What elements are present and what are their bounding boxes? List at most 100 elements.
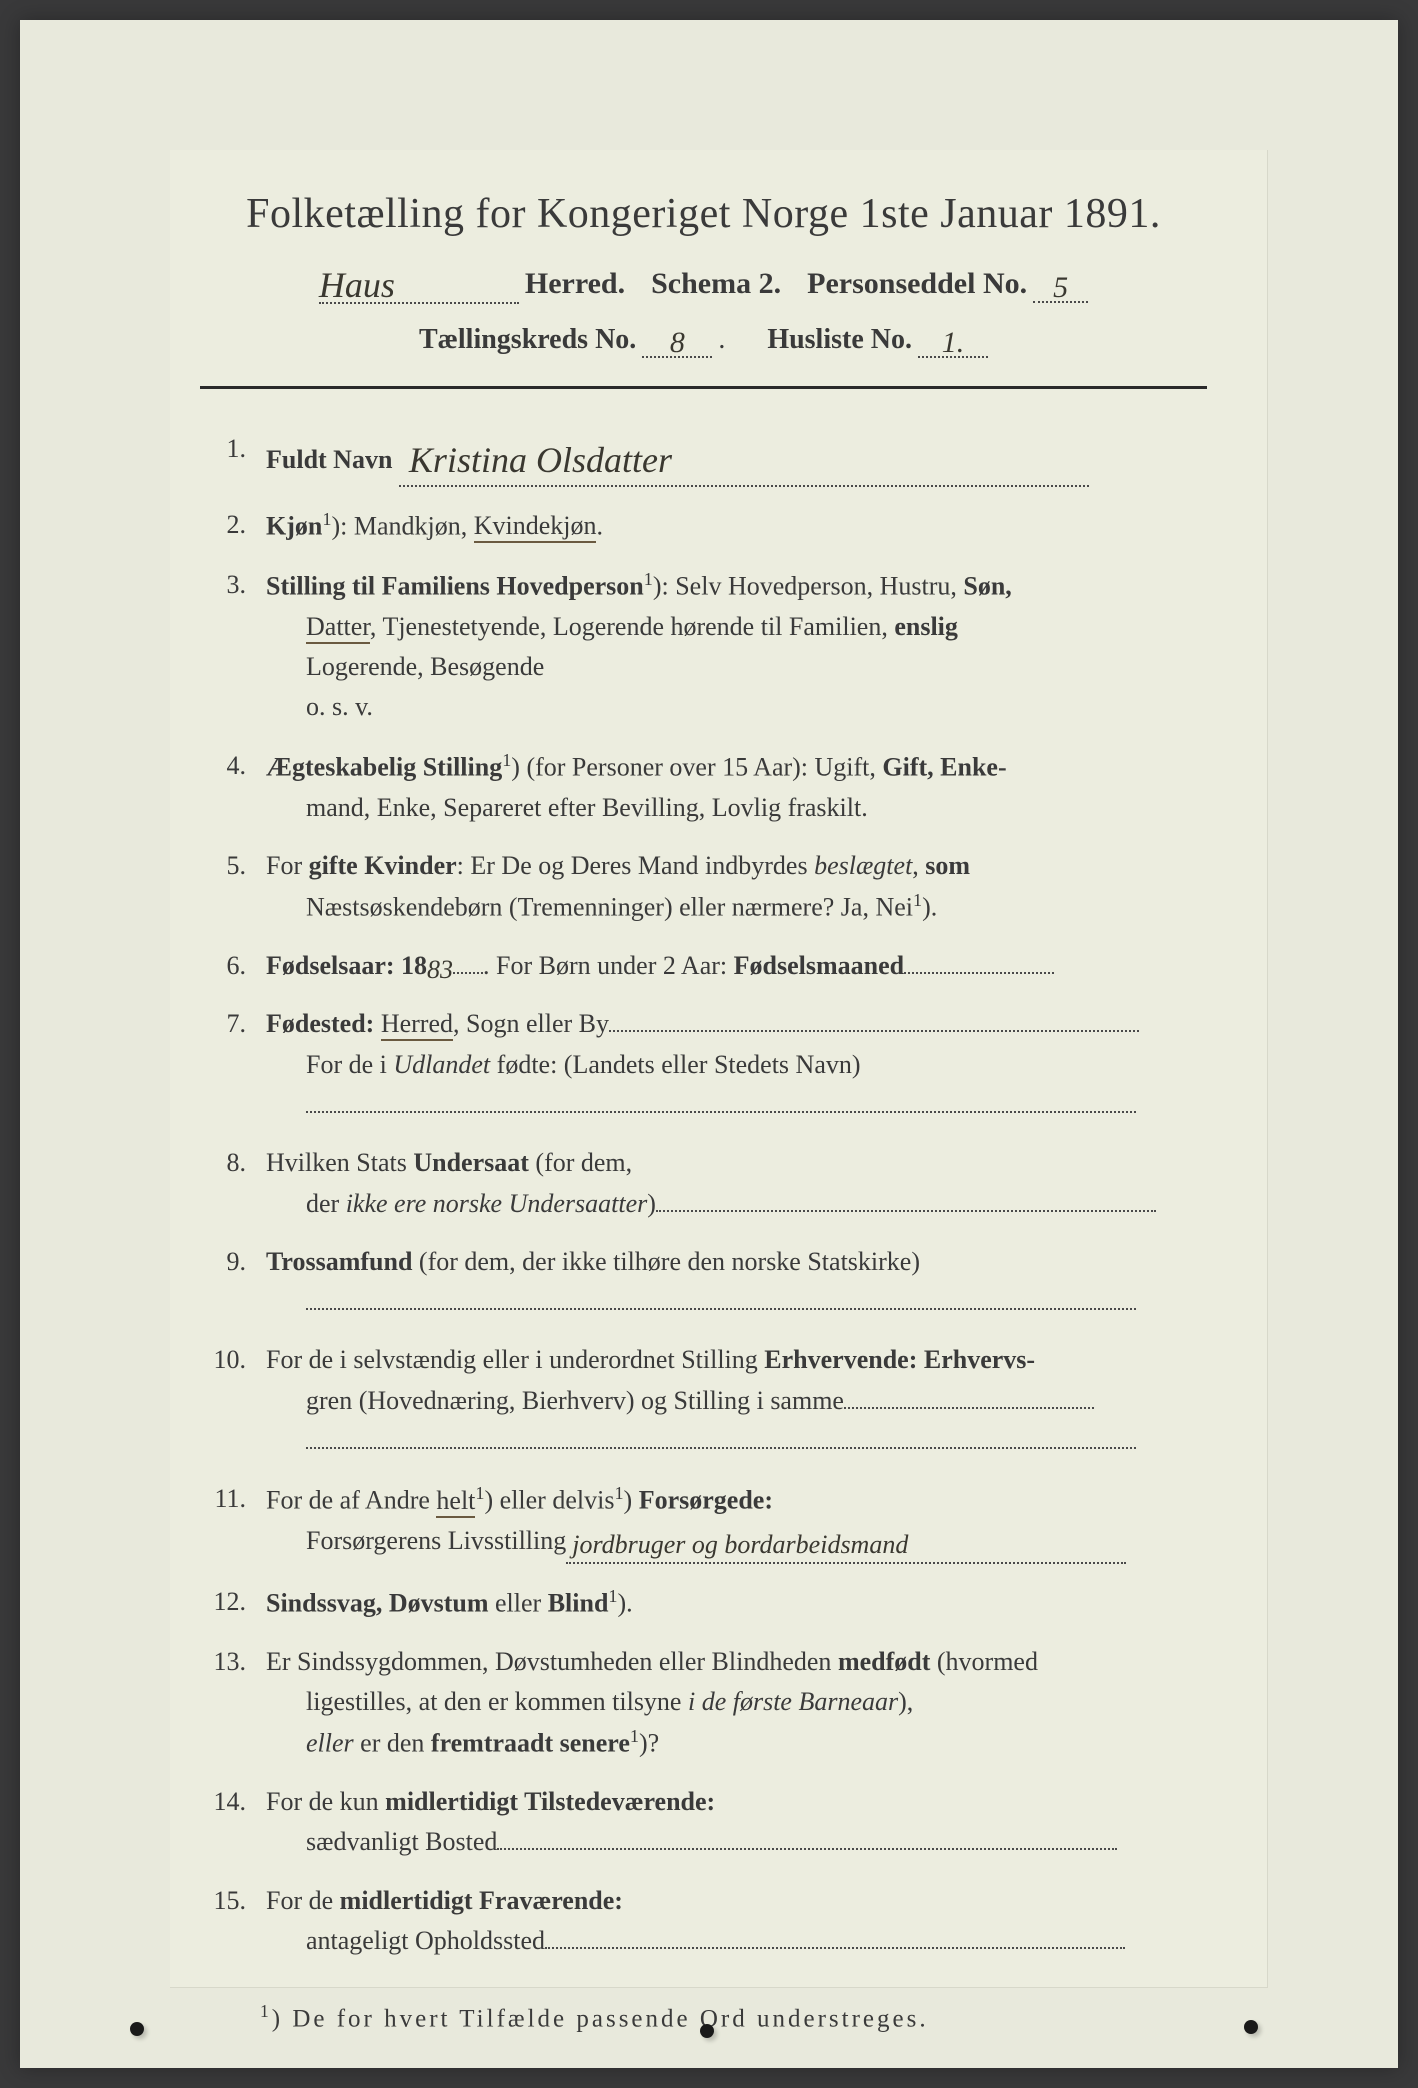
husliste-hw: 1. — [942, 326, 965, 359]
kjon-label: Kjøn — [266, 511, 322, 540]
text: ). — [618, 1588, 633, 1617]
text: Udlandet — [393, 1050, 490, 1079]
text: sædvanligt Bosted — [306, 1827, 497, 1856]
item-12: 12. Sindssvag, Døvstum eller Blind1). — [200, 1582, 1207, 1624]
item-4: 4. Ægteskabelig Stilling1) (for Personer… — [200, 746, 1207, 828]
sup: 1 — [608, 1586, 617, 1606]
sup: 1 — [614, 1483, 623, 1503]
item-1: 1. Fuldt Navn Kristina Olsdatter — [200, 429, 1207, 487]
text: , Tjenestetyende, Logerende hørende til … — [370, 612, 894, 641]
husliste-label: Husliste No. — [767, 324, 912, 356]
text: . — [596, 511, 603, 540]
items-list: 1. Fuldt Navn Kristina Olsdatter 2. Kjøn… — [200, 429, 1207, 1961]
text: ). — [922, 893, 937, 922]
livsstilling-hw: jordbruger og bordarbeidsmand — [572, 1530, 908, 1559]
header-line-2: Haus Herred. Schema 2. Personseddel No. … — [200, 260, 1207, 304]
item-num: 10. — [200, 1340, 266, 1380]
text: Forsørgede: — [639, 1486, 773, 1515]
page-inner: Folketælling for Kongeriget Norge 1ste J… — [170, 150, 1268, 1988]
item-num: 13. — [200, 1642, 266, 1682]
taellingskreds-label: Tællingskreds No. — [419, 324, 636, 356]
item-num: 2. — [200, 505, 266, 545]
main-title: Folketælling for Kongeriget Norge 1ste J… — [200, 190, 1207, 238]
text: Næstsøskendebørn (Tremenninger) eller næ… — [306, 893, 913, 922]
item-9: 9. Trossamfund (for dem, der ikke tilhør… — [200, 1242, 1207, 1323]
sup: 1 — [260, 2001, 272, 2021]
text: For de i selvstændig eller i underordnet… — [266, 1345, 764, 1374]
herred-handwritten: Haus — [319, 265, 395, 305]
text: ) eller del — [485, 1486, 585, 1515]
text: Undersaat — [413, 1148, 529, 1177]
text: Erhvervende: — [764, 1345, 917, 1374]
item-13: 13. Er Sindssygdommen, Døvstumheden elle… — [200, 1642, 1207, 1765]
sup: 1 — [630, 1726, 639, 1746]
text: midlertidigt Fraværende: — [340, 1886, 623, 1915]
text: mand, Enke, Separeret efter Bevilling, L… — [266, 788, 1207, 828]
fuldt-navn-label: Fuldt Navn — [266, 445, 392, 474]
personseddel-label: Personseddel No. — [807, 267, 1027, 301]
text: som — [925, 851, 970, 880]
text: For de kun — [266, 1787, 385, 1816]
text: ) (for Personer over 15 Aar): Ugift, — [511, 752, 882, 781]
item-8: 8. Hvilken Stats Undersaat (for dem, der… — [200, 1143, 1207, 1224]
text: Forsørgerens Livsstilling — [306, 1526, 566, 1555]
text: For — [266, 851, 309, 880]
item-num: 8. — [200, 1143, 266, 1183]
year-hw: 83 — [427, 955, 453, 984]
divider — [200, 386, 1207, 389]
datter-underlined: Datter — [306, 612, 370, 644]
name-handwritten: Kristina Olsdatter — [409, 440, 672, 480]
item-15: 15. For de midlertidigt Fraværende: anta… — [200, 1881, 1207, 1962]
item-7: 7. Fødested: Herred, Sogn eller By For d… — [200, 1004, 1207, 1125]
item-num: 6. — [200, 946, 266, 986]
sup: 1 — [475, 1483, 484, 1503]
helt-underlined: helt — [436, 1486, 475, 1518]
item-3: 3. Stilling til Familiens Hovedperson1):… — [200, 565, 1207, 728]
punch-hole — [700, 2024, 714, 2038]
text: For de af Andre — [266, 1486, 436, 1515]
text: ligestilles, at den er kommen tilsyne — [306, 1687, 688, 1716]
sup: 1 — [913, 890, 922, 910]
item-10: 10. For de i selvstændig eller i underor… — [200, 1340, 1207, 1461]
text: Søn, — [963, 571, 1011, 600]
item-num: 11. — [200, 1479, 266, 1519]
item-num: 7. — [200, 1004, 266, 1044]
text: For de — [266, 1886, 340, 1915]
item-num: 3. — [200, 565, 266, 605]
text: ) — [624, 1486, 639, 1515]
text: . For Børn under 2 Aar: — [483, 951, 734, 980]
text: fremtraadt senere — [431, 1729, 630, 1758]
aegteskab-label: Ægteskabelig Stilling — [266, 752, 502, 781]
text: (hvormed — [930, 1647, 1038, 1676]
text: gifte Kvinder — [309, 851, 457, 880]
text: Sindssvag, Døvstum — [266, 1588, 489, 1617]
personseddel-hw: 5 — [1053, 271, 1068, 304]
sup: 1 — [644, 569, 653, 589]
text: medfødt — [838, 1647, 930, 1676]
text: Er Sindssygdommen, Døvstumheden eller Bl… — [266, 1647, 838, 1676]
item-5: 5. For gifte Kvinder: Er De og Deres Man… — [200, 846, 1207, 928]
text: Fødselsmaaned — [734, 951, 904, 980]
text: gren (Hovednæring, Bierhverv) og Stillin… — [306, 1386, 844, 1415]
text: (for dem, — [529, 1148, 632, 1177]
header-line-3: Tællingskreds No. 8 . Husliste No. 1. — [200, 322, 1207, 358]
text: )? — [639, 1729, 659, 1758]
text: eller — [489, 1588, 548, 1617]
item-6: 6. Fødselsaar: 1883. For Børn under 2 Aa… — [200, 946, 1207, 986]
item-num: 5. — [200, 846, 266, 886]
kvindekjon-underlined: Kvindekjøn — [474, 511, 597, 543]
text: antageligt Opholdssted — [306, 1926, 545, 1955]
text: Gift, Enke- — [882, 752, 1006, 781]
text: enslig — [894, 612, 958, 641]
taellingskreds-hw: 8 — [670, 326, 685, 359]
text: midlertidigt Tilstedeværende: — [385, 1787, 715, 1816]
text: er den — [354, 1729, 431, 1758]
text: ): Mandkjøn, — [331, 511, 473, 540]
sup: 1 — [502, 750, 511, 770]
text: Trossamfund — [266, 1247, 412, 1276]
text: Blind — [548, 1588, 609, 1617]
item-num: 4. — [200, 746, 266, 786]
item-14: 14. For de kun midlertidigt Tilstedevære… — [200, 1782, 1207, 1863]
herred-underlined: Herred — [381, 1009, 453, 1041]
text: beslægtet — [814, 851, 912, 880]
